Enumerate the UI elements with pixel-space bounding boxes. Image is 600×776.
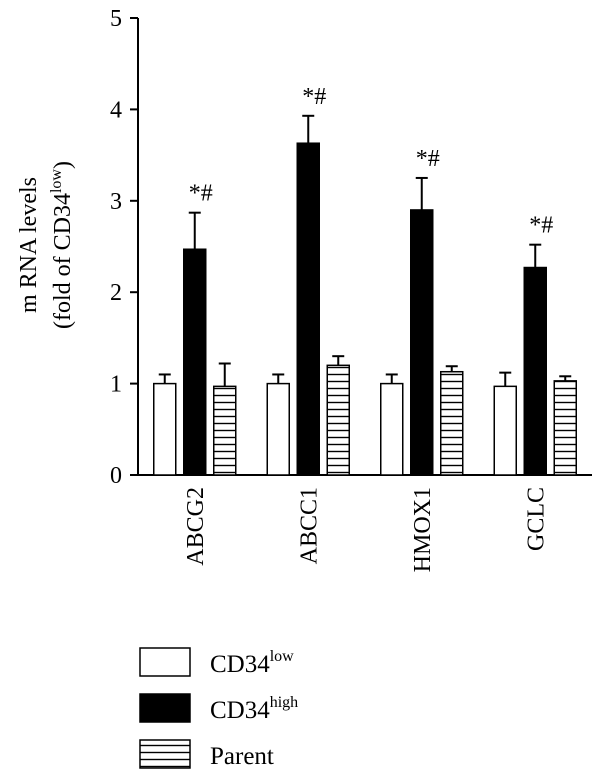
bars: *# *# *# *# <box>153 84 577 476</box>
y-tick-label: 1 <box>110 372 122 398</box>
bar-Parent-ABCC1 <box>326 364 350 476</box>
bar-CD34low-HMOX1 <box>380 382 404 476</box>
legend-label: CD34low <box>210 648 294 678</box>
y-tick-label: 2 <box>110 280 122 306</box>
y-axis-title-line1: m RNA levels <box>16 177 42 313</box>
legend-label: CD34high <box>210 694 298 724</box>
bar-CD34high-ABCC1 <box>296 142 320 476</box>
bar-CD34low-GCLC <box>493 385 517 476</box>
bar-Parent-ABCG2 <box>213 385 237 476</box>
y-tick-label: 3 <box>110 189 122 215</box>
x-tick-label-group: ABCC1 <box>296 487 322 564</box>
x-tick-label: ABCC1 <box>296 487 322 564</box>
y-ticks: 0 1 2 3 4 5 <box>110 6 138 489</box>
bar-Parent-HMOX1 <box>440 370 464 476</box>
x-tick-label: GCLC <box>523 487 549 551</box>
legend-swatch <box>139 693 191 723</box>
bar-CD34high-HMOX1 <box>410 209 434 476</box>
y-axis-title-line2: (fold of CD34low) <box>48 161 76 329</box>
significance-label: *# <box>416 146 440 172</box>
x-tick-labels: ABCG2 ABCC1 HMOX1 GCLC <box>183 487 550 572</box>
bar-CD34high-GCLC <box>523 266 547 476</box>
significance-label: *# <box>302 84 326 110</box>
y-tick-label: 5 <box>110 6 122 32</box>
x-tick-label: HMOX1 <box>410 487 436 572</box>
x-tick-label-group: ABCG2 <box>183 487 209 566</box>
y-axis-title: m RNA levels (fold of CD34low) <box>16 161 76 329</box>
y-tick-label: 4 <box>110 97 122 123</box>
legend-swatch <box>139 647 191 677</box>
x-tick-label-group: GCLC <box>523 487 549 551</box>
legend: CD34low CD34high Parent <box>139 647 298 770</box>
significance-label: *# <box>529 213 553 239</box>
significance-label: *# <box>189 181 213 207</box>
x-tick-label: ABCG2 <box>183 487 209 566</box>
bar-CD34low-ABCG2 <box>153 382 177 476</box>
y-tick-label: 0 <box>110 463 122 489</box>
x-tick-label-group: HMOX1 <box>410 487 436 572</box>
legend-swatch <box>139 739 191 769</box>
bar-CD34high-ABCG2 <box>183 248 207 476</box>
bar-CD34low-ABCC1 <box>266 382 290 476</box>
bar-Parent-GCLC <box>553 380 577 476</box>
legend-label: Parent <box>210 743 274 770</box>
